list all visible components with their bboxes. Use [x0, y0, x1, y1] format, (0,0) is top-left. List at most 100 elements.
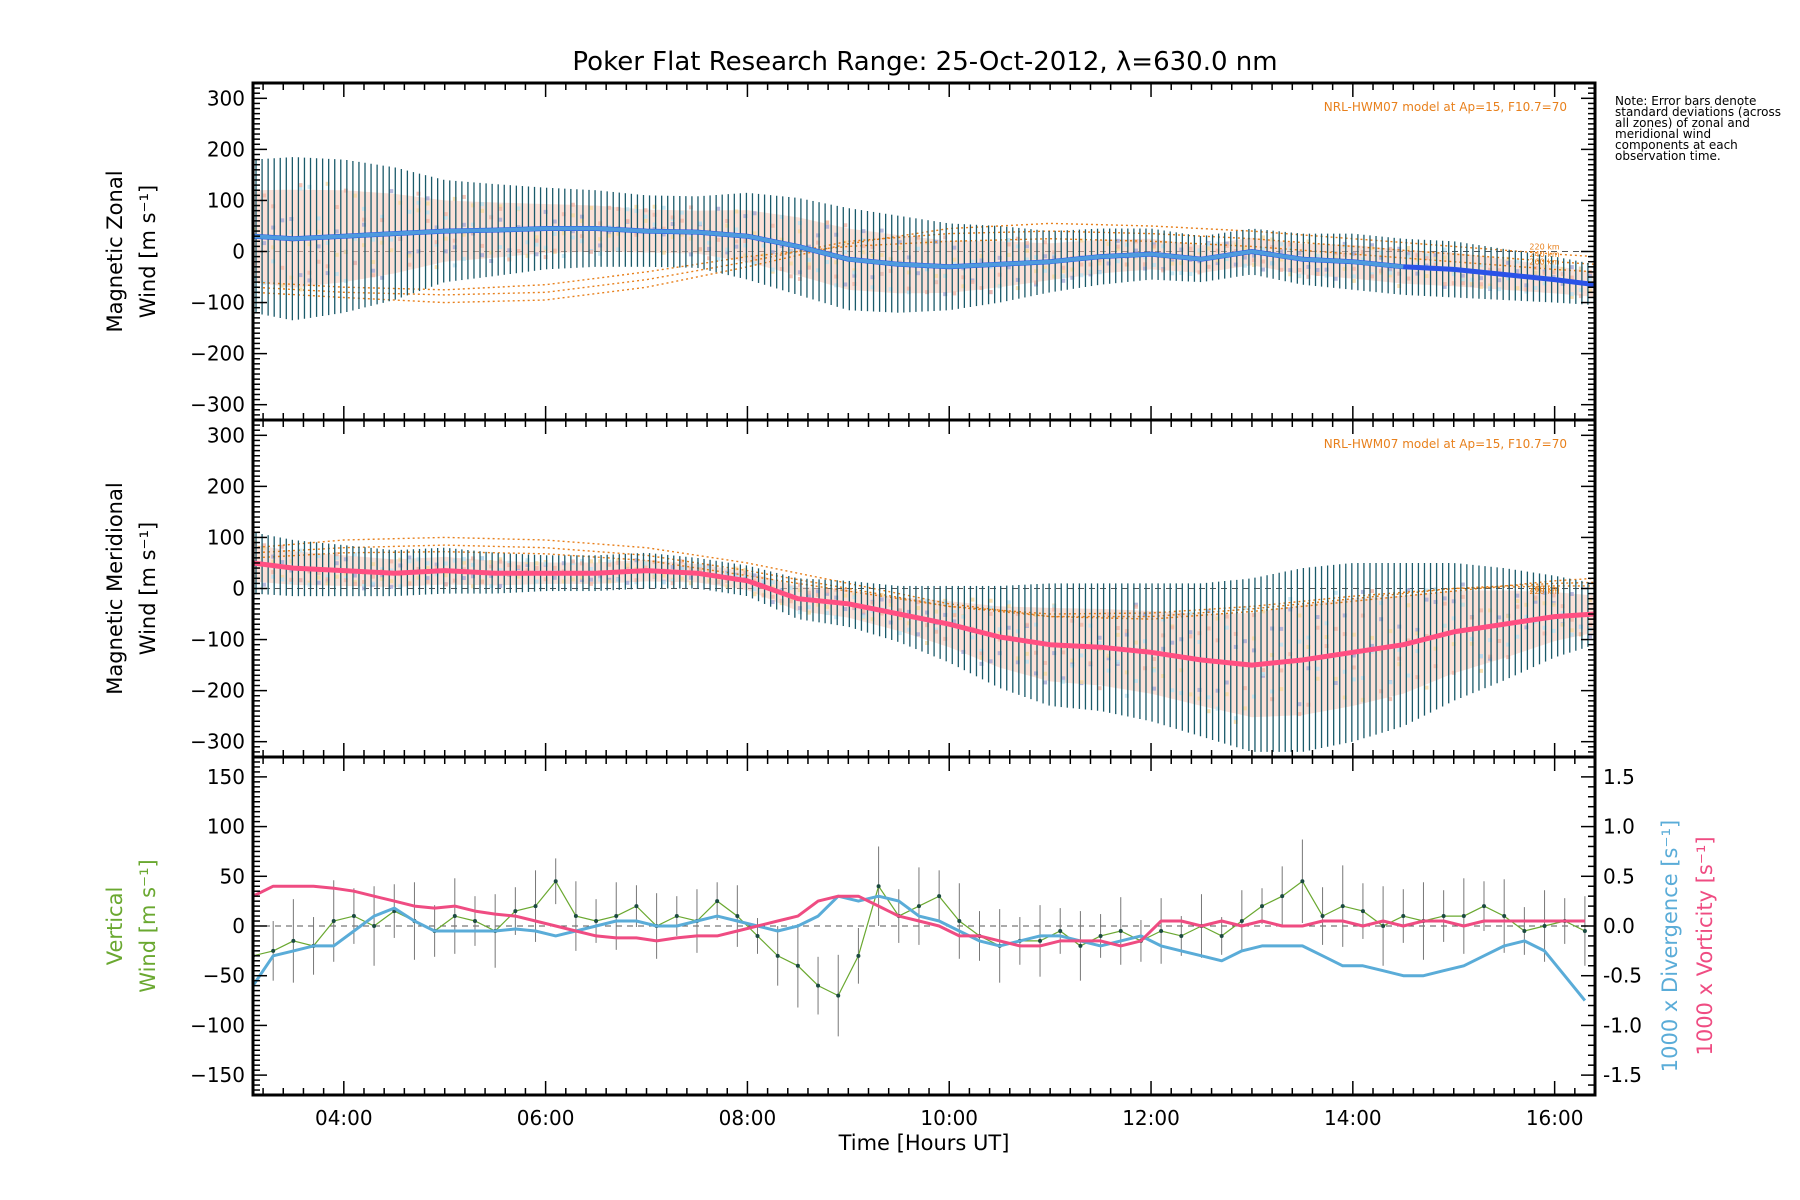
zone-point: [570, 229, 575, 234]
zone-point: [398, 557, 403, 562]
zone-point: [688, 581, 693, 586]
zone-point: [443, 561, 448, 566]
zone-point: [1370, 272, 1375, 277]
zone-point: [1188, 630, 1193, 635]
vertical-wind-point: [372, 924, 377, 928]
zone-point: [1397, 647, 1402, 652]
zone-point: [861, 614, 866, 619]
zone-point: [262, 545, 267, 550]
zone-point: [570, 202, 575, 207]
right-tick-label: -1.0: [1603, 1013, 1642, 1037]
zone-point: [1079, 653, 1084, 658]
zone-point: [1024, 651, 1029, 656]
zone-point: [1433, 253, 1438, 258]
zone-point: [1279, 257, 1284, 262]
zone-point: [879, 252, 884, 257]
zone-point: [316, 575, 321, 580]
zone-point: [879, 597, 884, 602]
zone-point: [607, 205, 612, 210]
vertical-wind-point: [715, 899, 720, 904]
zone-point: [1424, 597, 1429, 602]
zone-point: [752, 211, 757, 216]
zone-point: [1333, 626, 1338, 631]
zone-point: [271, 559, 276, 564]
zone-point: [934, 280, 939, 285]
zone-point: [316, 244, 321, 249]
zone-point: [1024, 244, 1029, 249]
zone-point: [652, 559, 657, 564]
chart-title: Poker Flat Research Range: 25-Oct-2012, …: [572, 47, 1277, 77]
zone-point: [1397, 271, 1402, 276]
zone-point: [443, 236, 448, 241]
zone-point: [271, 574, 276, 579]
zone-point: [262, 193, 267, 198]
y-tick-label: 300: [207, 86, 245, 110]
zone-point: [1152, 668, 1157, 673]
zone-point: [507, 253, 512, 258]
y-axis-title-line2: Wind [m s⁻¹]: [136, 185, 160, 318]
zone-point: [888, 256, 893, 261]
zone-point: [280, 574, 285, 579]
zone-point: [1188, 246, 1193, 251]
zone-point: [707, 578, 712, 583]
zone-point: [371, 268, 376, 273]
zone-point: [688, 252, 693, 257]
zone-point: [325, 577, 330, 582]
zone-point: [888, 602, 893, 607]
vertical-wind-point: [573, 914, 578, 919]
zone-point: [906, 270, 911, 275]
zone-point: [697, 247, 702, 252]
divergence-axis-label: 1000 x Divergence [s⁻¹]: [1658, 820, 1682, 1072]
zone-point: [1043, 265, 1048, 270]
zone-point: [1179, 261, 1184, 266]
zone-point: [1133, 678, 1138, 683]
zone-point: [1451, 272, 1456, 277]
zone-point: [1088, 642, 1093, 647]
zone-point: [1360, 250, 1365, 255]
zone-point: [498, 559, 503, 564]
zone-point: [343, 557, 348, 562]
vertical-wind-point: [937, 894, 942, 899]
zone-point: [1587, 634, 1592, 639]
zone-point: [679, 218, 684, 223]
zone-point: [316, 554, 321, 559]
zone-point: [1043, 680, 1048, 685]
zone-point: [552, 248, 557, 253]
zone-point: [943, 235, 948, 240]
zone-point: [253, 261, 258, 266]
zone-point: [298, 183, 303, 188]
zone-point: [1397, 246, 1402, 251]
zone-point: [407, 262, 412, 267]
zone-point: [1451, 670, 1456, 675]
zone-point: [825, 591, 830, 596]
vertical-wind-point: [1461, 914, 1466, 919]
zone-point: [1270, 689, 1275, 694]
zone-point: [1015, 629, 1020, 634]
zone-point: [1333, 276, 1338, 281]
zone-point: [979, 286, 984, 291]
zone-point: [1488, 638, 1493, 643]
zone-point: [1360, 675, 1365, 680]
zone-point: [1315, 615, 1320, 620]
zone-point: [825, 224, 830, 229]
zone-point: [943, 292, 948, 297]
zone-point: [1097, 261, 1102, 266]
zone-point: [289, 568, 294, 573]
y-tick-label: 100: [207, 188, 245, 212]
zone-point: [625, 207, 630, 212]
zone-point: [516, 248, 521, 253]
vertical-wind-point: [1320, 914, 1325, 919]
zone-point: [1379, 255, 1384, 260]
zone-point: [589, 205, 594, 210]
zone-point: [1542, 625, 1547, 630]
zone-point: [1342, 266, 1347, 271]
zone-point: [1515, 593, 1520, 598]
zone-point: [489, 573, 494, 578]
zone-point: [1533, 270, 1538, 275]
zone-point: [797, 588, 802, 593]
zone-point: [1270, 245, 1275, 250]
zone-point: [1315, 666, 1320, 671]
zone-point: [1270, 652, 1275, 657]
zone-point: [652, 212, 657, 217]
